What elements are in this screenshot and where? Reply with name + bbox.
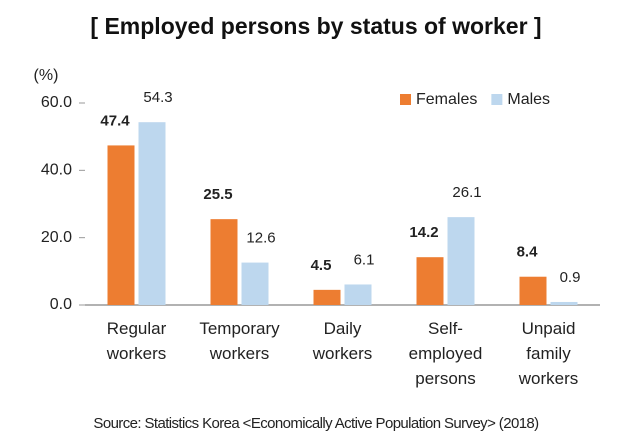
x-tick-label: Unpaid family workers [518, 319, 579, 388]
bar [519, 276, 547, 305]
bar [210, 219, 238, 305]
x-tick-line: workers [312, 344, 373, 363]
source: Source: Statistics Korea <Economically A… [93, 415, 539, 432]
x-tick-label: Self-employed persons [409, 319, 483, 388]
legend-swatch [400, 94, 411, 105]
value-label: 47.4 [100, 112, 130, 129]
bar [344, 284, 372, 305]
x-tick-line: Unpaid [522, 319, 576, 338]
value-label: 25.5 [203, 186, 232, 203]
legend-label: Males [507, 91, 550, 108]
x-tick-line: workers [518, 369, 579, 388]
bar [550, 301, 578, 305]
bar [313, 289, 341, 305]
value-label: 8.4 [517, 244, 539, 261]
x-tick-label: Daily workers [312, 319, 373, 363]
y-tick-label: 60.0 [41, 94, 72, 111]
legend-label: Females [416, 91, 477, 108]
x-tick-line: family [526, 344, 571, 363]
bar [241, 262, 269, 305]
x-tick-label: Temporary workers [199, 319, 280, 363]
y-axis-label: (%) [34, 67, 59, 84]
bar [138, 122, 166, 305]
x-tick-line: Temporary [199, 319, 280, 338]
x-tick-line: Daily [324, 319, 362, 338]
bar [107, 145, 135, 305]
value-label: 54.3 [143, 89, 172, 106]
x-tick-line: workers [209, 344, 270, 363]
value-label: 26.1 [452, 184, 481, 201]
x-tick-line: employed [409, 344, 483, 363]
chart-title: [ Employed persons by status of worker ] [90, 13, 541, 39]
y-tick-label: 0.0 [50, 296, 72, 313]
x-tick-line: Self- [428, 319, 463, 338]
bar [416, 257, 444, 305]
bar [447, 217, 475, 305]
x-tick-line: workers [106, 344, 167, 363]
y-tick-label: 20.0 [41, 229, 72, 246]
legend-swatch [491, 94, 503, 105]
value-label: 12.6 [246, 230, 275, 247]
value-label: 4.5 [311, 257, 332, 274]
value-label: 6.1 [354, 251, 375, 268]
value-label: 0.9 [560, 269, 581, 286]
x-tick-label: Regular workers [106, 319, 167, 363]
x-tick-line: Regular [107, 319, 167, 338]
x-tick-line: persons [415, 369, 475, 388]
y-tick-label: 40.0 [41, 162, 72, 179]
value-label: 14.2 [409, 224, 438, 241]
